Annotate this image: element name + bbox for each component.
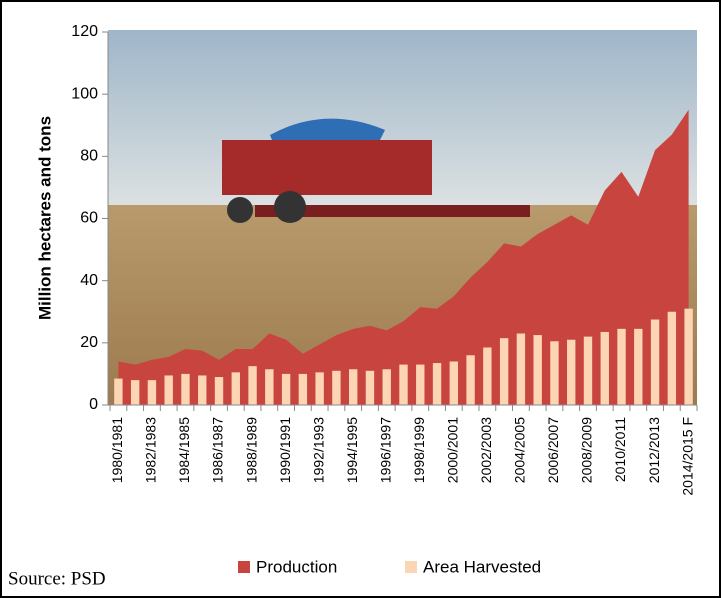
x-tick-label: 1990/1991 <box>277 417 293 483</box>
wheel <box>274 191 306 223</box>
area-harvested-bar <box>533 335 542 405</box>
x-tick-label: 1998/1999 <box>411 417 427 483</box>
area-harvested-bar <box>399 364 408 405</box>
x-tick-label: 2000/2001 <box>445 417 461 483</box>
area-harvested-bar <box>348 369 358 405</box>
wheel <box>227 197 253 223</box>
area-harvested-bar <box>298 373 308 405</box>
area-harvested-bar <box>265 369 274 405</box>
y-axis-label: Million hectares and tons <box>35 116 54 320</box>
y-tick-label: 0 <box>89 396 98 413</box>
y-tick-label: 40 <box>80 272 98 289</box>
x-tick-label: 1996/1997 <box>377 417 393 483</box>
area-harvested-bar <box>634 328 643 405</box>
area-harvested-bar <box>114 378 123 405</box>
combine-header <box>255 205 530 217</box>
area-harvested-bar <box>315 372 324 405</box>
area-harvested-bar <box>483 347 492 405</box>
y-tick-label: 60 <box>80 210 98 227</box>
area-harvested-bar <box>499 338 509 405</box>
y-tick-label: 20 <box>80 334 98 351</box>
area-harvested-bar <box>382 369 391 405</box>
area-harvested-bar <box>617 328 626 405</box>
area-harvested-bar <box>281 373 291 405</box>
area-harvested-bar <box>214 377 224 405</box>
area-harvested-bar <box>567 339 576 405</box>
x-tick-label: 1982/1983 <box>143 417 159 483</box>
y-tick-label: 120 <box>71 23 98 40</box>
area-harvested-bar <box>147 380 157 405</box>
legend-swatch <box>238 561 250 573</box>
x-tick-label: 1992/1993 <box>310 417 326 483</box>
area-harvested-bar <box>466 355 475 405</box>
area-harvested-bar <box>600 331 609 405</box>
x-tick-label: 2002/2003 <box>478 417 494 483</box>
x-tick-label: 2006/2007 <box>545 417 561 483</box>
x-tick-label: 1986/1987 <box>210 417 226 483</box>
source-note: Source: PSD <box>8 568 106 589</box>
x-tick-label: 2008/2009 <box>579 417 595 483</box>
area-harvested-bar <box>332 370 341 405</box>
combine-tarp <box>270 118 385 140</box>
x-tick-label: 2004/2005 <box>512 417 528 483</box>
x-tick-label: 2012/2013 <box>646 417 662 483</box>
x-tick-label: 1988/1989 <box>243 417 259 483</box>
area-harvested-bar <box>516 333 526 405</box>
combine-body <box>222 140 432 195</box>
legend-swatch <box>405 561 417 573</box>
area-harvested-bar <box>667 311 677 405</box>
area-harvested-bar <box>248 366 257 405</box>
combine <box>222 118 530 223</box>
x-tick-label: 1994/1995 <box>344 417 360 483</box>
y-tick-label: 100 <box>71 85 98 102</box>
area-harvested-bar <box>198 375 207 405</box>
area-harvested-bar <box>181 373 190 405</box>
x-tick-label: 1980/1981 <box>109 417 125 483</box>
legend-label: Production <box>256 557 337 576</box>
area-harvested-bar <box>432 363 442 405</box>
x-tick-label: 2010/2011 <box>612 417 628 482</box>
area-harvested-bar <box>449 361 459 405</box>
y-tick-label: 80 <box>80 148 98 165</box>
area-harvested-bar <box>684 308 693 405</box>
x-tick-label: 1984/1985 <box>176 417 192 483</box>
area-harvested-bar <box>550 341 559 405</box>
area-harvested-bar <box>130 380 140 405</box>
area-harvested-bar <box>231 372 240 405</box>
area-harvested-bar <box>164 375 173 405</box>
area-harvested-bar <box>416 364 425 405</box>
area-harvested-bar <box>583 336 593 405</box>
legend-label: Area Harvested <box>423 557 541 576</box>
area-harvested-bar <box>650 319 660 405</box>
x-tick-label: 2014/2015 F <box>679 417 695 496</box>
area-harvested-bar <box>365 370 375 405</box>
production-area <box>118 109 689 405</box>
